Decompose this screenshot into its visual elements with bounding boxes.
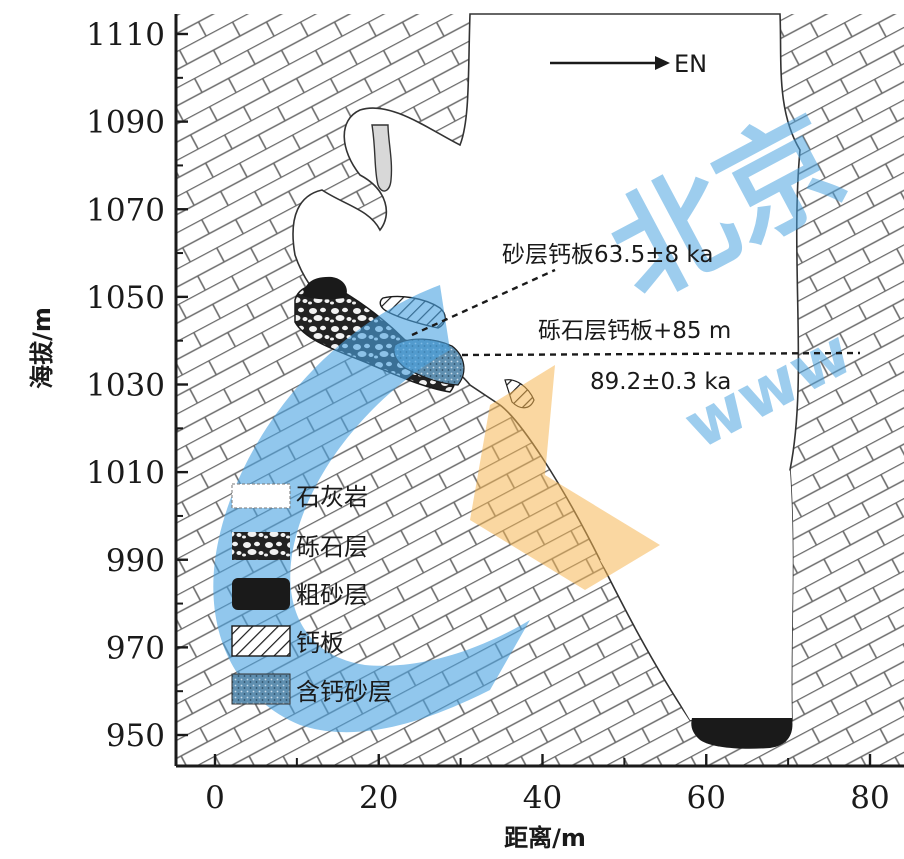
lower-shaft (600, 470, 793, 720)
x-tick-label: 60 (687, 780, 726, 816)
x-tick-label: 80 (850, 780, 889, 816)
legend-label-calcrete: 钙板 (296, 629, 344, 657)
y-tick-label: 1070 (86, 192, 165, 228)
x-axis-title: 距离/m (504, 824, 586, 852)
x-tick-label: 20 (359, 780, 398, 816)
sand-calcrete-leader (411, 268, 556, 337)
y-tick-label: 990 (106, 543, 165, 579)
legend-label-coarse-sand: 粗砂层 (296, 581, 368, 609)
y-tick-label: 1090 (86, 105, 165, 141)
arrow-head-icon (655, 56, 670, 70)
legend: 石灰岩 砾石层 粗砂层 钙板 含钙砂层 (231, 483, 392, 706)
legend-label-limestone: 石灰岩 (296, 483, 368, 511)
axes: 1110 1090 1070 1050 1030 1010 990 970 950 0 20 40 6… (28, 14, 904, 852)
stalactite (371, 124, 393, 192)
legend-swatch-calcrete (231, 625, 291, 657)
y-axis-title: 海拔/m (28, 307, 56, 389)
legend-swatch-gravel (232, 532, 290, 560)
y-tick-label: 1010 (86, 455, 165, 491)
y-tick-label: 1110 (86, 17, 165, 53)
y-tick-label: 1050 (86, 280, 165, 316)
coarse-sand-layer (303, 276, 347, 300)
y-tick-label: 1030 (86, 368, 165, 404)
x-tick-label: 0 (205, 780, 225, 816)
x-ticks: 0 20 40 60 80 (205, 754, 890, 816)
coarse-sand-deposit-bottom (691, 718, 793, 749)
gravel-calcrete-annotation-line2: 89.2±0.3 ka (590, 369, 731, 395)
legend-swatch-coarse-sand (232, 578, 290, 610)
y-tick-label: 970 (106, 630, 165, 666)
legend-swatch-limestone (231, 483, 291, 509)
legend-swatch-calcareous-sand (231, 673, 291, 705)
x-tick-label: 40 (523, 780, 562, 816)
legend-label-gravel: 砾石层 (296, 533, 368, 561)
y-ticks: 1110 1090 1070 1050 1030 1010 990 970 950 (86, 17, 188, 754)
direction-arrow: EN (550, 50, 707, 78)
gravel-calcrete-leader (461, 351, 861, 357)
gravel-calcrete-annotation-line1: 砾石层钙板+85 m (538, 318, 731, 344)
legend-label-calcareous-sand: 含钙砂层 (296, 678, 392, 706)
direction-label: EN (674, 50, 707, 78)
y-tick-label: 950 (106, 718, 165, 754)
sand-calcrete-annotation: 砂层钙板63.5±8 ka (502, 242, 713, 268)
